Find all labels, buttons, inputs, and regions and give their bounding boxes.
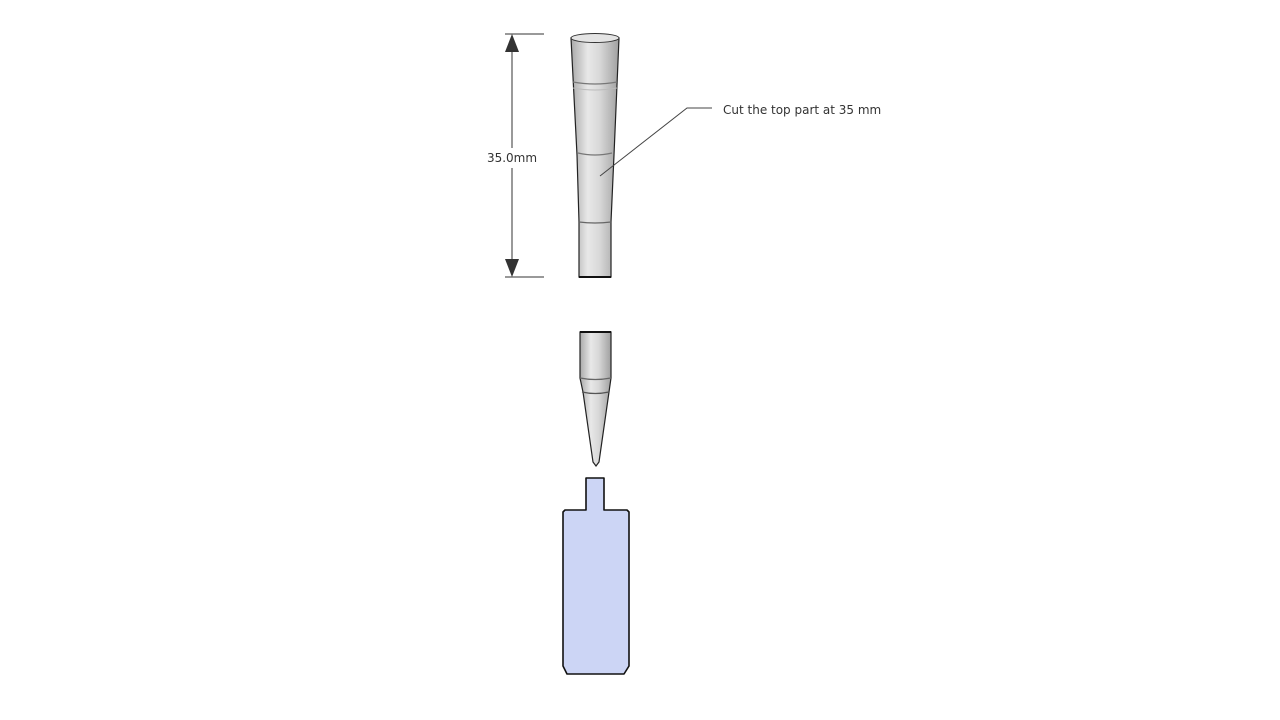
tip-lower-ring-1 <box>579 377 612 381</box>
tip-lower-body <box>579 331 612 467</box>
holder-block <box>562 477 630 675</box>
tip-upper-ring-3 <box>578 221 612 224</box>
tip-upper-rim <box>570 33 620 43</box>
tip-upper-body <box>570 37 620 278</box>
annotation-text: Cut the top part at 35 mm <box>723 103 881 117</box>
dimension-arrow-up <box>505 34 519 52</box>
dimension-label: 35.0mm <box>487 151 537 165</box>
holder-body <box>562 477 630 675</box>
dimension-35mm: 35.0mm <box>487 33 544 278</box>
pipette-tip-lower <box>579 331 612 467</box>
pipette-tip-upper <box>570 33 620 278</box>
tip-upper-ring-2 <box>577 152 613 156</box>
cut-annotation: Cut the top part at 35 mm <box>599 103 881 177</box>
tip-lower-ring-2 <box>581 391 610 395</box>
tip-upper-ring-1 <box>572 81 618 85</box>
tip-upper-ring-1b <box>572 87 618 91</box>
annotation-leader-line <box>599 107 712 177</box>
dimension-arrow-down <box>505 259 519 277</box>
